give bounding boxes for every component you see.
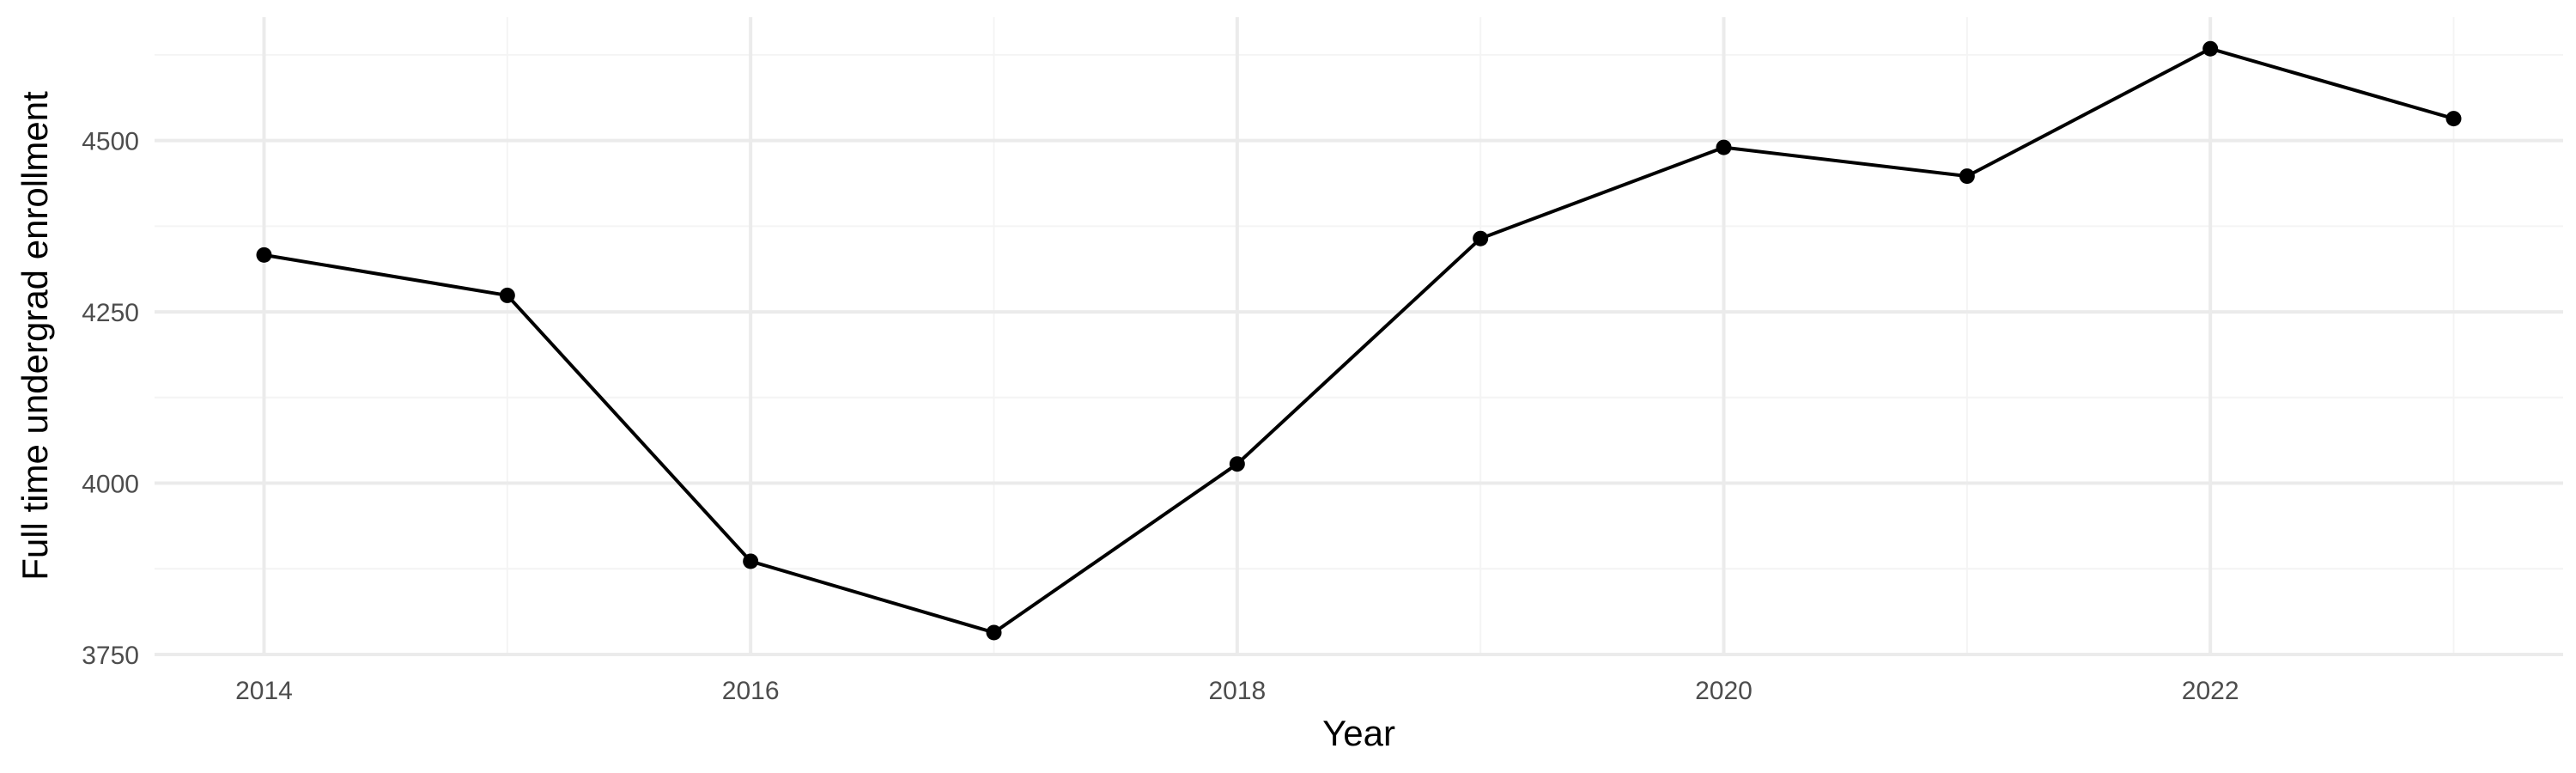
y-tick-label: 4000 [82, 471, 139, 499]
x-tick-label: 2022 [2182, 677, 2239, 705]
data-point [986, 624, 1002, 641]
series-line [264, 46, 2455, 635]
x-tick-label: 2016 [722, 677, 780, 705]
data-point [1473, 230, 1489, 247]
y-axis-tick-labels: 3750 4000 4250 4500 [82, 128, 139, 670]
x-axis-tick-labels: 2014 2016 2018 2020 2022 [235, 677, 2239, 705]
data-point [2445, 111, 2462, 127]
data-point [1959, 168, 1975, 185]
x-axis-title: Year [1322, 713, 1395, 753]
y-tick-label: 4500 [82, 128, 139, 156]
x-tick-label: 2018 [1208, 677, 1266, 705]
series-layer [256, 40, 2462, 641]
data-point [1716, 139, 1732, 155]
minor-gridlines [155, 17, 2563, 654]
y-tick-label: 3750 [82, 642, 139, 670]
x-tick-label: 2014 [235, 677, 293, 705]
data-point [499, 287, 515, 303]
x-tick-label: 2020 [1695, 677, 1753, 705]
data-point [743, 553, 759, 569]
y-axis-title: Full time undergrad enrollment [15, 91, 55, 581]
major-gridlines [155, 17, 2563, 656]
y-tick-label: 4250 [82, 299, 139, 327]
data-point [256, 247, 272, 263]
data-point [1229, 456, 1245, 472]
data-point [2202, 40, 2219, 57]
